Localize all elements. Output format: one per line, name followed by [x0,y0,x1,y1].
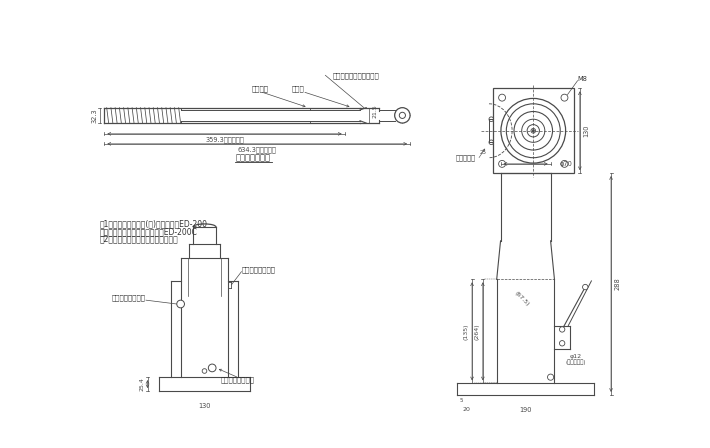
Text: 注1．型式　標準塗装(赤)タイプ　：ED-200: 注1．型式 標準塗装(赤)タイプ ：ED-200 [100,220,208,228]
Text: リリーズスクリュ差込口: リリーズスクリュ差込口 [333,72,380,79]
Text: 25: 25 [480,150,487,155]
Text: (ピストン径): (ピストン径) [566,360,586,365]
Circle shape [547,374,554,380]
Text: (135): (135) [464,323,469,340]
Text: φ70: φ70 [559,161,572,167]
Circle shape [208,364,216,372]
Text: 2．専用操作レバーが付置します。: 2．専用操作レバーが付置します。 [100,235,178,244]
Text: ニッケルめっきタイプ：ED-200C: ニッケルめっきタイプ：ED-200C [100,227,197,236]
Text: (264): (264) [474,323,479,340]
Circle shape [395,108,410,123]
Text: 5: 5 [459,398,463,403]
Text: φ12: φ12 [570,354,582,359]
Bar [493,88,574,173]
Text: 190: 190 [519,406,532,413]
Text: レバー回転: レバー回転 [456,155,476,161]
Circle shape [583,284,588,290]
Circle shape [177,300,185,308]
Text: 操作レバー差込口: 操作レバー差込口 [241,266,275,273]
Circle shape [559,340,565,346]
Text: M8: M8 [577,76,587,82]
Text: (67.5): (67.5) [513,290,530,307]
Text: ストッパ: ストッパ [251,85,268,92]
Circle shape [532,129,535,132]
Text: 130: 130 [198,403,211,409]
Text: 25.4: 25.4 [140,377,145,391]
Text: 21.5: 21.5 [373,105,378,118]
Text: 288: 288 [614,278,621,290]
Text: 634.3（最伸長）: 634.3（最伸長） [238,146,277,153]
Text: 専用操作レバー: 専用操作レバー [236,153,271,162]
Text: 伸縮式: 伸縮式 [292,85,305,92]
Text: 20: 20 [462,407,470,412]
Text: オイルフィリング: オイルフィリング [112,294,146,301]
Circle shape [559,327,565,332]
Text: 359.3（最縮長）: 359.3（最縮長） [205,136,244,142]
Text: リリーズスクリュ: リリーズスクリュ [221,376,255,383]
Text: 130: 130 [583,125,589,137]
Text: 32.3: 32.3 [92,108,97,123]
